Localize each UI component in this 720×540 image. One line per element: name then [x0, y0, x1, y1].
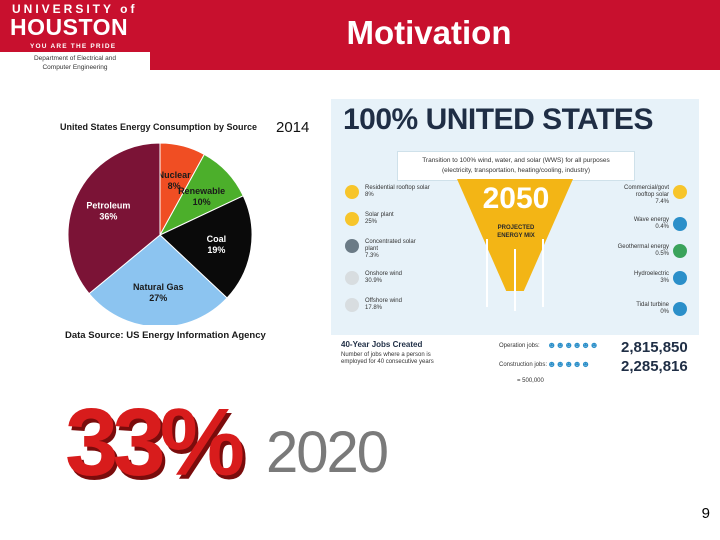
infographic-title: 100% UNITED STATES: [343, 103, 653, 136]
infographic-banner: Transition to 100% wind, water, and sola…: [397, 151, 635, 181]
source-item: Residential rooftop solar 8%: [365, 185, 430, 198]
operation-jobs-label: Operation jobs:: [499, 343, 540, 349]
logo-2020: 2020: [266, 420, 389, 480]
dept-line-2: Computer Engineering: [42, 64, 108, 71]
sun-icon: [673, 185, 687, 199]
people-icon: ☻☻☻☻☻☻: [547, 340, 599, 350]
pie-slice-coal: [159, 195, 253, 299]
pie-slice-name: Natural Gas: [133, 282, 184, 292]
pie-chart-source: Data Source: US Energy Information Agenc…: [65, 330, 266, 341]
pie-slice-name: Renewable: [178, 186, 225, 196]
mix-line-1: PROJECTED: [497, 225, 535, 231]
energy-mix-funnel: [457, 179, 573, 311]
construction-jobs-value: 2,285,816: [621, 358, 688, 375]
source-item: Geothermal energy 0.5%: [617, 244, 669, 257]
projected-mix-label: PROJECTED ENERGY MIX: [467, 224, 565, 240]
banner-line-2: (electricity, transportation, heating/co…: [441, 167, 590, 174]
jobs-scale-label: = 500,000: [517, 378, 544, 384]
pie-slice-value: 36%: [99, 212, 117, 222]
jobs-title: 40-Year Jobs Created: [341, 340, 423, 349]
source-item: Tidal turbine 0%: [636, 302, 669, 315]
sun-icon: [345, 185, 359, 199]
pie-slice-natural-gas: [88, 234, 228, 325]
globe-icon: [673, 244, 687, 258]
pie-slice-name: Coal: [207, 234, 227, 244]
source-item: Commercial/govt rooftop solar 7.4%: [623, 185, 669, 205]
logo-tagline: YOU ARE THE PRIDE: [30, 43, 117, 50]
target-year: 2050: [482, 182, 550, 215]
mix-line-2: ENERGY MIX: [497, 233, 535, 239]
pie-slice-value: 10%: [193, 197, 211, 207]
jobs-panel: 40-Year Jobs Created Number of jobs wher…: [331, 335, 699, 390]
year-label: 2014: [276, 119, 310, 136]
people-icon: ☻☻☻☻☻: [547, 359, 590, 369]
pie-slice-name: Nuclear: [158, 170, 192, 180]
source-item: Solar plant 25%: [365, 212, 394, 225]
us-100-percent-infographic: 100% UNITED STATES Transition to 100% wi…: [331, 99, 699, 390]
logo-university-text: UNIVERSITY of: [12, 2, 138, 16]
pie-slice-value: 8%: [168, 181, 181, 191]
source-item: Wave energy 0.4%: [633, 217, 669, 230]
source-item: Offshore wind 17.8%: [365, 298, 402, 311]
pie-slice-value: 19%: [207, 245, 225, 255]
dept-line-1: Department of Electrical and: [33, 55, 116, 62]
pie-slice-petroleum: [67, 142, 161, 295]
source-item: Hydroelectric 3%: [633, 271, 669, 284]
slide-title: Motivation: [346, 14, 512, 51]
banner-line-1: Transition to 100% wind, water, and sola…: [422, 157, 610, 164]
wind-turbine-icon: [345, 298, 359, 312]
sun-icon: [345, 212, 359, 226]
wave-icon: [673, 217, 687, 231]
construction-jobs-label: Construction jobs:: [499, 362, 548, 368]
pie-slice-name: Petroleum: [86, 201, 130, 211]
water-drop-icon: [673, 271, 687, 285]
pie-slice-value: 27%: [149, 293, 167, 303]
page-number: 9: [701, 505, 710, 522]
source-item: Onshore wind 30.9%: [365, 271, 403, 284]
department-label: Department of Electrical and Computer En…: [0, 52, 150, 82]
operation-jobs-value: 2,815,850: [621, 339, 688, 356]
percent-graphic: 33%: [65, 389, 245, 496]
turbine-icon: [673, 302, 687, 316]
jobs-description: Number of jobs where a person is employe…: [341, 352, 434, 365]
source-item: Concentrated solar plant 7.3%: [365, 239, 416, 259]
pie-chart-title: United States Energy Consumption by Sour…: [60, 122, 258, 132]
solar-panel-icon: [345, 239, 359, 253]
logo-houston-text: HOUSTON: [10, 14, 129, 40]
wind-turbine-icon: [345, 271, 359, 285]
logo-2020-text: 2020: [266, 420, 387, 480]
